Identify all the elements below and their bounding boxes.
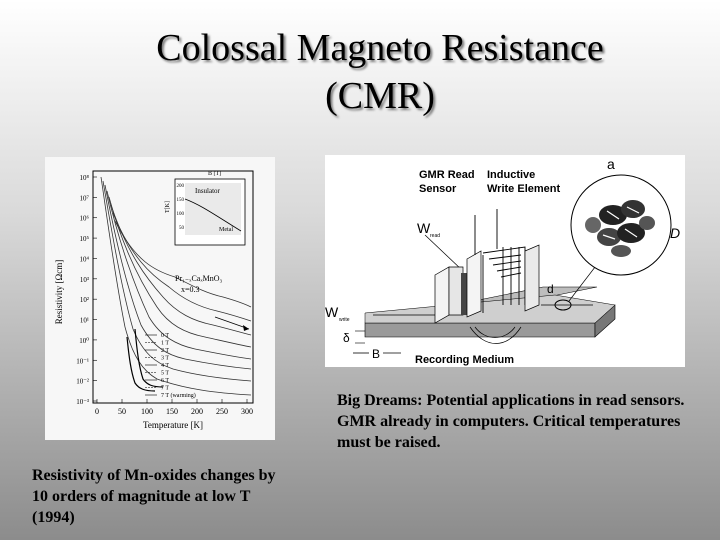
svg-text:read: read xyxy=(430,233,440,239)
x-tick-labels: 0 50 100 150 200 250 300 xyxy=(95,399,253,416)
x-tick-label: 300 xyxy=(241,407,253,416)
x-tick-label: 150 xyxy=(166,407,178,416)
y-tick-label: 10⁰ xyxy=(79,337,89,345)
legend-entry: 0 T xyxy=(161,333,169,339)
legend-entry: 5 T xyxy=(161,371,169,377)
inset-metal-label: Metal xyxy=(219,227,233,233)
slide-title-line1: Colossal Magneto Resistance xyxy=(156,27,604,69)
x-tick-label: 250 xyxy=(216,407,228,416)
grain-magnifier xyxy=(570,174,672,276)
recording-medium xyxy=(364,322,596,338)
resistivity-figure: Resistivity [Ωcm] 10⁸ 10⁷ 10⁶ 10⁵ 10⁴ 10³ 10² 1… xyxy=(45,157,275,440)
legend-entry: 6 T xyxy=(161,378,169,384)
y-tick-label: 10⁻¹ xyxy=(76,357,89,365)
legend-entry: 1 T xyxy=(161,341,169,347)
inductive-label-2: Write Element xyxy=(487,183,560,195)
inset-y-label: T[K] xyxy=(165,201,171,213)
applications-caption: Big Dreams: Potential applications in re… xyxy=(337,392,685,451)
y-tick-label: 10⁷ xyxy=(80,194,90,202)
y-tick-label: 10¹ xyxy=(80,317,89,325)
x-tick-label: 0 xyxy=(95,407,99,416)
compound-label: Pr₁₋ₓCaₓMnO₃ xyxy=(175,274,223,283)
legend-entry: 4 T xyxy=(161,363,169,369)
legend-entry: 7 T (warming) xyxy=(161,392,196,399)
field-legend: 0 T 1 T2 T 3 T4 T 5 T6 T 7 T7 T (warming) xyxy=(145,333,196,399)
y-tick-label: 10⁵ xyxy=(80,235,90,243)
y-axis-label: Resistivity [Ωcm] xyxy=(54,260,64,324)
x-tick-label: 50 xyxy=(118,407,126,416)
y-tick-label: 10⁸ xyxy=(80,174,90,182)
x-axis-label: Temperature [K] xyxy=(143,420,203,430)
panel-letter: a xyxy=(607,156,615,172)
y-tick-label: 10⁻² xyxy=(76,378,89,386)
legend-entry: 3 T xyxy=(161,356,169,362)
magnetic-grains xyxy=(585,200,655,257)
delta-label: δ xyxy=(343,331,350,345)
composition-label: x=0.3 xyxy=(181,285,200,294)
slide-title-line2: (CMR) xyxy=(325,75,435,117)
x-tick-label: 100 xyxy=(141,407,153,416)
legend-entry: 2 T xyxy=(161,348,169,354)
inset-insulator-label: Insulator xyxy=(195,187,221,195)
gmr-sensor-label-1: GMR Read xyxy=(419,169,475,181)
inset-x-label: B [T] xyxy=(208,171,221,177)
inset-y-ticks: 200 150 100 50 xyxy=(177,184,185,231)
d-small-label: d xyxy=(547,282,554,296)
resistivity-caption: Resistivity of Mn-oxides changes by 10 o… xyxy=(32,467,276,526)
legend-entry: 7 T xyxy=(161,386,169,392)
inset-y-tick: 100 xyxy=(177,212,185,217)
b-label: B xyxy=(372,347,380,361)
recording-medium-label: Recording Medium xyxy=(415,354,514,366)
y-tick-label: 10⁶ xyxy=(80,215,90,223)
y-tick-label: 10² xyxy=(80,296,89,304)
gmr-head-figure: a GMR Read Sensor Inductive Write Elemen… xyxy=(325,155,685,367)
w-write-label: W xyxy=(325,304,339,320)
inset-y-tick: 150 xyxy=(177,198,185,203)
y-tick-labels: 10⁸ 10⁷ 10⁶ 10⁵ 10⁴ 10³ 10² 10¹ 10⁰ 10⁻¹ 10⁻² 10⁻³ xyxy=(76,174,97,406)
w-read-label: W xyxy=(417,220,431,236)
svg-text:write: write xyxy=(339,317,350,323)
write-coil xyxy=(474,209,526,313)
gmr-head-diagram: a GMR Read Sensor Inductive Write Elemen… xyxy=(325,156,680,366)
d-big-label: D xyxy=(670,225,680,241)
gmr-sensor-label-2: Sensor xyxy=(419,183,457,195)
x-tick-label: 200 xyxy=(191,407,203,416)
resistivity-curves xyxy=(100,176,252,396)
y-tick-label: 10³ xyxy=(80,276,89,284)
inset-y-tick: 200 xyxy=(177,184,185,189)
y-tick-label: 10⁴ xyxy=(80,255,90,263)
resistivity-plot: Resistivity [Ωcm] 10⁸10⁷10⁶10⁵10⁴10³10²1… xyxy=(54,170,254,430)
y-tick-label: 10⁻³ xyxy=(76,398,89,406)
inset-y-tick: 50 xyxy=(179,226,185,231)
inductive-label-1: Inductive xyxy=(487,169,535,181)
